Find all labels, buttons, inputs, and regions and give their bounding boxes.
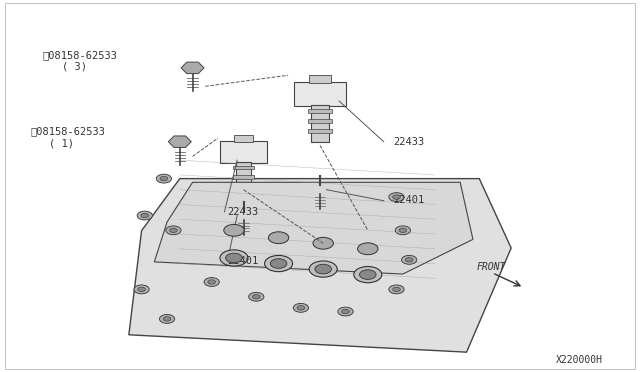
Circle shape (163, 317, 171, 321)
Bar (233, 175, 254, 179)
Polygon shape (154, 182, 473, 274)
Circle shape (401, 256, 417, 264)
Circle shape (160, 176, 168, 181)
Circle shape (338, 307, 353, 316)
Text: 22433: 22433 (394, 137, 424, 147)
Text: 22401: 22401 (394, 195, 424, 205)
Circle shape (166, 226, 181, 235)
Polygon shape (129, 179, 511, 352)
Text: X220000H: X220000H (556, 355, 603, 365)
FancyBboxPatch shape (220, 141, 267, 163)
Circle shape (137, 211, 152, 220)
Bar (310, 75, 330, 83)
Circle shape (224, 224, 244, 236)
Circle shape (313, 237, 333, 249)
Bar (311, 105, 329, 141)
Circle shape (405, 258, 413, 262)
Text: 22433: 22433 (228, 207, 259, 217)
Bar (233, 184, 254, 188)
Circle shape (354, 266, 382, 283)
Bar (308, 129, 332, 134)
FancyBboxPatch shape (294, 82, 346, 106)
Bar (308, 109, 332, 113)
Circle shape (395, 226, 410, 235)
Circle shape (393, 195, 400, 199)
Circle shape (134, 285, 149, 294)
Circle shape (342, 310, 349, 314)
Circle shape (293, 304, 308, 312)
Circle shape (264, 256, 292, 272)
Circle shape (389, 285, 404, 294)
Circle shape (358, 243, 378, 255)
Bar (233, 166, 254, 169)
Circle shape (208, 280, 216, 284)
Polygon shape (181, 62, 204, 74)
Circle shape (156, 174, 172, 183)
Text: ( 1): ( 1) (49, 138, 74, 148)
Circle shape (141, 213, 148, 218)
Text: Ⓑ08158-62533: Ⓑ08158-62533 (30, 126, 105, 137)
Circle shape (220, 250, 248, 266)
Polygon shape (312, 186, 328, 193)
Circle shape (170, 228, 177, 232)
Bar (236, 162, 252, 195)
Circle shape (159, 314, 175, 323)
Circle shape (360, 270, 376, 279)
Circle shape (297, 306, 305, 310)
Circle shape (138, 287, 145, 292)
Circle shape (389, 193, 404, 202)
Circle shape (252, 295, 260, 299)
Circle shape (226, 253, 243, 263)
Text: ( 3): ( 3) (62, 62, 87, 72)
Bar (234, 135, 253, 142)
Circle shape (393, 287, 400, 292)
Circle shape (268, 232, 289, 244)
Circle shape (399, 228, 406, 232)
Bar (308, 119, 332, 123)
Text: Ⓑ08158-62533: Ⓑ08158-62533 (43, 50, 118, 60)
Circle shape (248, 292, 264, 301)
Circle shape (204, 278, 220, 286)
Polygon shape (236, 212, 251, 219)
Circle shape (309, 261, 337, 277)
Polygon shape (168, 136, 191, 147)
Text: FRONT: FRONT (476, 262, 506, 272)
Text: 22401: 22401 (228, 256, 259, 266)
Circle shape (315, 264, 332, 274)
Circle shape (270, 259, 287, 268)
